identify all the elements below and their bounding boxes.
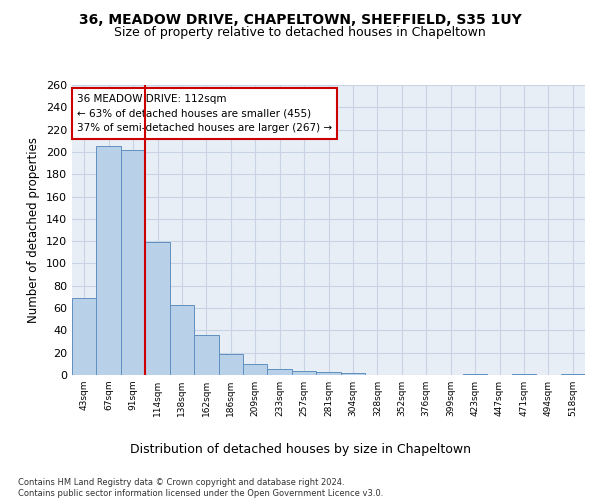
Bar xyxy=(72,298,97,375)
Text: 36 MEADOW DRIVE: 112sqm
← 63% of detached houses are smaller (455)
37% of semi-d: 36 MEADOW DRIVE: 112sqm ← 63% of detache… xyxy=(77,94,332,134)
Bar xyxy=(512,374,536,375)
Bar xyxy=(218,354,243,375)
Text: 36, MEADOW DRIVE, CHAPELTOWN, SHEFFIELD, S35 1UY: 36, MEADOW DRIVE, CHAPELTOWN, SHEFFIELD,… xyxy=(79,12,521,26)
Bar xyxy=(243,364,268,375)
Bar xyxy=(292,370,316,375)
Bar xyxy=(97,146,121,375)
Bar xyxy=(121,150,145,375)
Bar xyxy=(560,374,585,375)
Bar xyxy=(316,372,341,375)
Bar xyxy=(170,304,194,375)
Text: Contains HM Land Registry data © Crown copyright and database right 2024.
Contai: Contains HM Land Registry data © Crown c… xyxy=(18,478,383,498)
Bar xyxy=(268,370,292,375)
Bar xyxy=(463,374,487,375)
Text: Size of property relative to detached houses in Chapeltown: Size of property relative to detached ho… xyxy=(114,26,486,39)
Bar xyxy=(341,373,365,375)
Bar xyxy=(194,335,218,375)
Y-axis label: Number of detached properties: Number of detached properties xyxy=(28,137,40,323)
Text: Distribution of detached houses by size in Chapeltown: Distribution of detached houses by size … xyxy=(130,442,470,456)
Bar xyxy=(145,242,170,375)
